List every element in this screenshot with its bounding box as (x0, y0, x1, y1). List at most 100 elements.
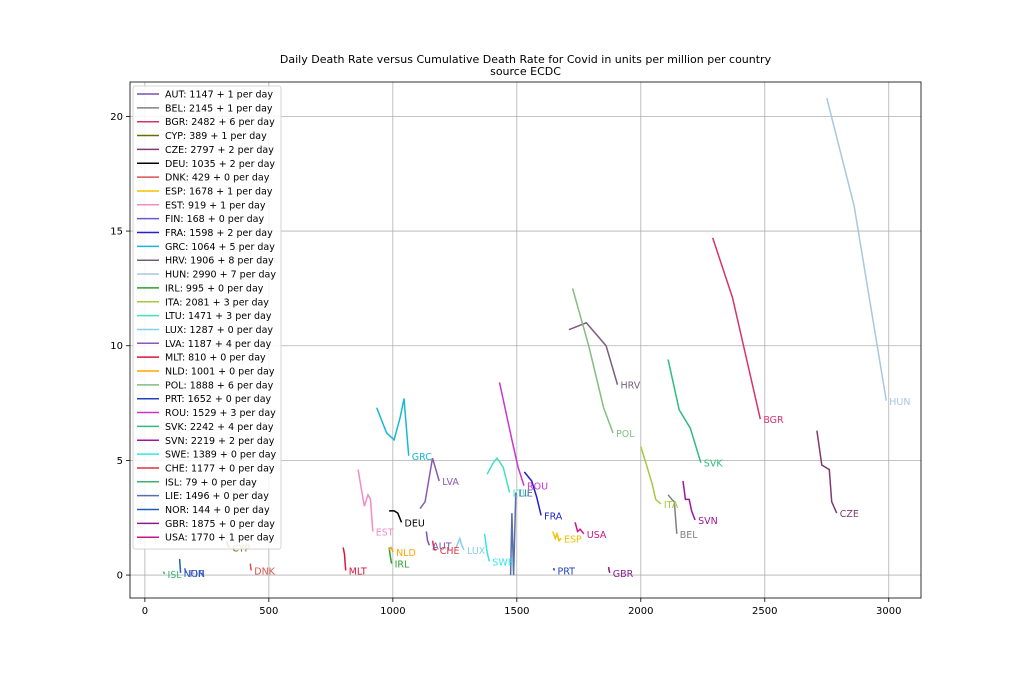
series-label-esp: ESP (564, 534, 582, 545)
legend-entry: FIN: 168 + 0 per day (165, 214, 264, 225)
legend-entry: ISL: 79 + 0 per day (165, 477, 257, 488)
y-tick-label: 0 (117, 571, 123, 582)
series-line-rou (498, 382, 525, 486)
legend-entry: HUN: 2990 + 7 per day (165, 270, 276, 281)
series-line-svk (667, 359, 702, 463)
x-tick-label: 1500 (504, 606, 529, 617)
series-line-nor (178, 558, 182, 573)
legend-entry: CHE: 1177 + 0 per day (165, 463, 275, 474)
series-label-lux: LUX (467, 546, 486, 557)
series-label-grc: GRC (412, 452, 432, 463)
series-line-che (431, 540, 437, 551)
series-label-isl: ISL (167, 570, 182, 581)
series-label-ltu: LTU (513, 489, 530, 500)
y-tick-label: 5 (117, 456, 123, 467)
x-tick-label: 500 (259, 606, 278, 617)
series-label-gbr: GBR (613, 569, 634, 580)
y-tick-label: 20 (110, 112, 123, 123)
series-lines (162, 97, 888, 576)
series-line-pol (571, 288, 614, 434)
legend-entry: LVA: 1187 + 4 per day (165, 339, 272, 350)
series-label-nor: NOR (184, 569, 206, 580)
legend-entry: MLT: 810 + 0 per day (165, 353, 266, 364)
series-line-svn (682, 480, 696, 521)
series-line-gbr (607, 566, 611, 574)
x-tick-label: 1000 (380, 606, 405, 617)
legend-entry: LTU: 1471 + 3 per day (165, 311, 272, 322)
series-label-hrv: HRV (620, 381, 640, 392)
chart-subtitle: source ECDC (490, 65, 561, 78)
legend-entry: ITA: 2081 + 3 per day (165, 297, 269, 308)
series-line-isl (162, 571, 166, 575)
series-line-lie (509, 492, 517, 576)
legend-entry: SVK: 2242 + 4 per day (165, 422, 274, 433)
series-line-ltu (486, 456, 511, 493)
axis-ticks: 0 500 1000 1500 2000 2500 3000 0 5 10 15 20 (110, 112, 901, 617)
y-tick-label: 10 (110, 341, 123, 352)
series-label-svk: SVK (704, 459, 724, 470)
series-line-bgr (711, 237, 762, 420)
legend-entry: CYP: 389 + 1 per day (165, 131, 267, 142)
legend-box (132, 85, 282, 550)
legend-entry: SWE: 1389 + 0 per day (165, 450, 277, 461)
series-line-nld (388, 546, 394, 553)
legend-entry: SVN: 2219 + 2 per day (165, 436, 275, 447)
series-label-lie: LIE (519, 489, 533, 500)
y-tick-label: 15 (110, 227, 123, 238)
legend-entry: NLD: 1001 + 0 per day (165, 367, 275, 378)
legend-entry: NOR: 144 + 0 per day (165, 505, 270, 516)
legend-entry: ROU: 1529 + 3 per day (165, 408, 276, 419)
series-line-mlt (342, 547, 347, 571)
series-label-prt: PRT (558, 566, 576, 577)
series-line-dnk (249, 563, 253, 571)
legend-entry: PRT: 1652 + 0 per day (165, 394, 272, 405)
series-label-aut: AUT (432, 541, 451, 552)
x-tick-label: 2500 (752, 606, 777, 617)
series-line-est (357, 469, 374, 532)
series-label-fra: FRA (544, 511, 563, 522)
series-line-hun (826, 97, 888, 401)
plot-frame (129, 81, 922, 599)
legend-entry: POL: 1888 + 6 per day (165, 380, 274, 391)
series-line-hrv (568, 321, 619, 385)
legend-entry: USA: 1770 + 1 per day (165, 533, 275, 544)
series-label-lva: LVA (442, 477, 459, 488)
legend-entry: ESP: 1678 + 1 per day (165, 186, 273, 197)
series-label-est: EST (376, 527, 394, 538)
legend-entry: GRC: 1064 + 5 per day (165, 242, 275, 253)
chart-title: Daily Death Rate versus Cumulative Death… (279, 53, 772, 66)
series-line-deu (389, 510, 403, 523)
series-line-cze (816, 430, 838, 514)
legend-entry: DEU: 1035 + 2 per day (165, 159, 275, 170)
legend-entry: DNK: 429 + 0 per day (165, 173, 270, 184)
legend-entry: CZE: 2797 + 2 per day (165, 145, 274, 156)
series-line-aut (425, 531, 431, 546)
legend-entry: BEL: 2145 + 1 per day (165, 103, 273, 114)
x-tick-label: 3000 (876, 606, 901, 617)
series-label-fin: FIN (190, 569, 205, 580)
series-line-grc (376, 398, 410, 456)
series-line-irl (388, 547, 393, 564)
legend-entry: GBR: 1875 + 0 per day (165, 519, 275, 530)
series-line-esp (552, 531, 562, 543)
legend-entry: BGR: 2482 + 6 per day (165, 117, 275, 128)
series-line-fra (523, 471, 542, 516)
series-line-lva (419, 457, 440, 510)
legend: AUT: 1147 + 1 per day BEL: 2145 + 1 per d… (132, 85, 282, 550)
x-tick-label: 2000 (628, 606, 653, 617)
series-line-swe (483, 533, 491, 562)
series-line-bel (667, 494, 678, 534)
legend-entry: FRA: 1598 + 2 per day (165, 228, 273, 239)
series-label-irl: IRL (395, 560, 410, 571)
series-label-hun: HUN (889, 397, 910, 408)
series-label-bgr: BGR (763, 415, 784, 426)
series-line-usa (574, 522, 585, 535)
series-line-lux (455, 536, 465, 551)
legend-entry: AUT: 1147 + 1 per day (165, 90, 273, 101)
series-label-mlt: MLT (349, 566, 367, 577)
series-label-bel: BEL (680, 530, 699, 541)
series-label-swe: SWE (492, 557, 513, 568)
series-label-cze: CZE (840, 509, 859, 520)
series-label-pol: POL (616, 429, 635, 440)
